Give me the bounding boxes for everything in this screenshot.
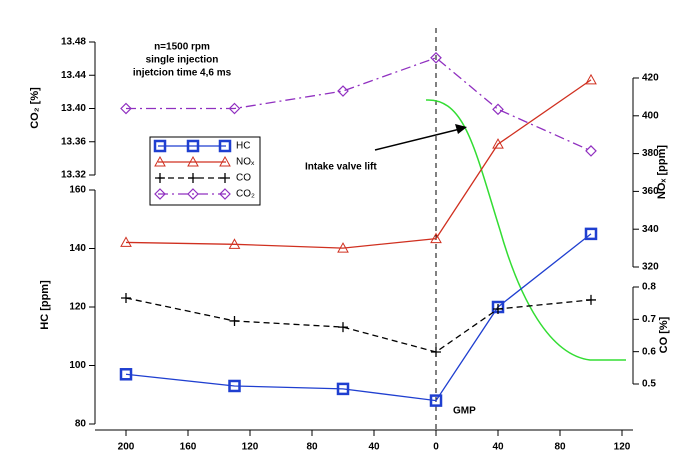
marker <box>121 292 131 303</box>
legend-label: CO₂ <box>236 189 255 200</box>
x-tick-label: 120 <box>242 442 259 453</box>
marker <box>493 303 503 314</box>
marker <box>228 102 241 115</box>
note: Intake valve lift <box>305 162 377 173</box>
note: GMP <box>453 406 476 417</box>
marker <box>228 238 241 249</box>
tick-label: 0.8 <box>642 282 656 293</box>
marker <box>337 242 349 253</box>
marker <box>431 346 441 357</box>
marker <box>338 322 348 333</box>
legend-marker <box>154 155 166 167</box>
series-line <box>125 233 592 402</box>
marker <box>586 294 596 305</box>
marker <box>337 85 349 97</box>
tick-label: 160 <box>69 185 86 196</box>
tick-label: 320 <box>642 262 659 273</box>
x-tick-label: 40 <box>492 442 504 453</box>
arrow-head <box>455 124 467 134</box>
x-tick-label: 120 <box>614 442 631 453</box>
legend-marker <box>155 173 165 183</box>
legend-marker <box>219 155 231 167</box>
marker <box>336 382 350 396</box>
x-tick-label: 80 <box>554 442 566 453</box>
tick-label: 380 <box>642 148 659 159</box>
x-tick-label: 40 <box>368 442 380 453</box>
legend-marker <box>188 173 198 183</box>
marker <box>585 145 597 157</box>
tick-label: 100 <box>69 360 86 371</box>
note: n=1500 rpm <box>154 42 210 53</box>
tick-label: 0.6 <box>642 346 656 357</box>
marker <box>120 102 132 115</box>
tick-label: 420 <box>642 73 659 84</box>
marker <box>229 315 240 326</box>
x-tick-label: 200 <box>118 442 135 453</box>
series-line <box>126 57 592 152</box>
marker <box>585 73 597 85</box>
marker <box>119 368 133 381</box>
intake-valve-curve <box>425 99 626 361</box>
tick-label: 13.48 <box>61 37 86 48</box>
legend-label: NOₓ <box>236 157 255 168</box>
series-line <box>125 297 592 353</box>
tick-label: 360 <box>642 186 659 197</box>
legend-marker <box>187 188 199 200</box>
axis-title: CO [%] <box>658 316 670 353</box>
tick-label: 13.32 <box>61 170 86 181</box>
axis-title: CO₂ [%] <box>29 87 41 129</box>
marker <box>228 379 241 393</box>
marker <box>492 138 504 149</box>
legend-marker <box>154 188 166 200</box>
marker <box>429 394 443 407</box>
arrow <box>374 128 461 151</box>
legend-box <box>149 136 261 206</box>
marker <box>430 51 442 64</box>
legend-marker <box>220 173 230 183</box>
marker <box>120 236 132 247</box>
tick-label: 13.44 <box>61 70 86 81</box>
x-tick-label: 0 <box>433 442 439 453</box>
tick-label: 400 <box>642 110 659 121</box>
legend-marker <box>153 139 167 153</box>
tick-label: 13.40 <box>61 103 86 114</box>
tick-label: 0.5 <box>642 379 656 390</box>
note: injetcion time 4,6 ms <box>133 68 232 79</box>
legend-marker <box>187 155 199 167</box>
tick-label: 0.7 <box>642 314 656 325</box>
tick-label: 80 <box>75 419 87 430</box>
tick-label: 13.36 <box>61 136 86 147</box>
axis-title: HC [ppm] <box>39 280 51 330</box>
legend-label: CO <box>236 173 251 184</box>
x-tick-label: 160 <box>180 442 197 453</box>
tick-label: 140 <box>69 243 86 254</box>
x-tick-label: 80 <box>306 442 318 453</box>
legend-marker <box>186 139 200 153</box>
note: single injection <box>146 55 219 66</box>
legend-label: HC <box>236 141 250 152</box>
marker <box>430 232 442 244</box>
marker <box>584 227 598 241</box>
tick-label: 340 <box>642 224 659 235</box>
legend-marker <box>218 139 232 153</box>
legend-marker <box>219 188 231 200</box>
marker <box>492 103 504 116</box>
axis-title: NOₓ [ppm] <box>656 145 668 199</box>
series-line <box>125 79 592 249</box>
tick-label: 120 <box>69 302 86 313</box>
